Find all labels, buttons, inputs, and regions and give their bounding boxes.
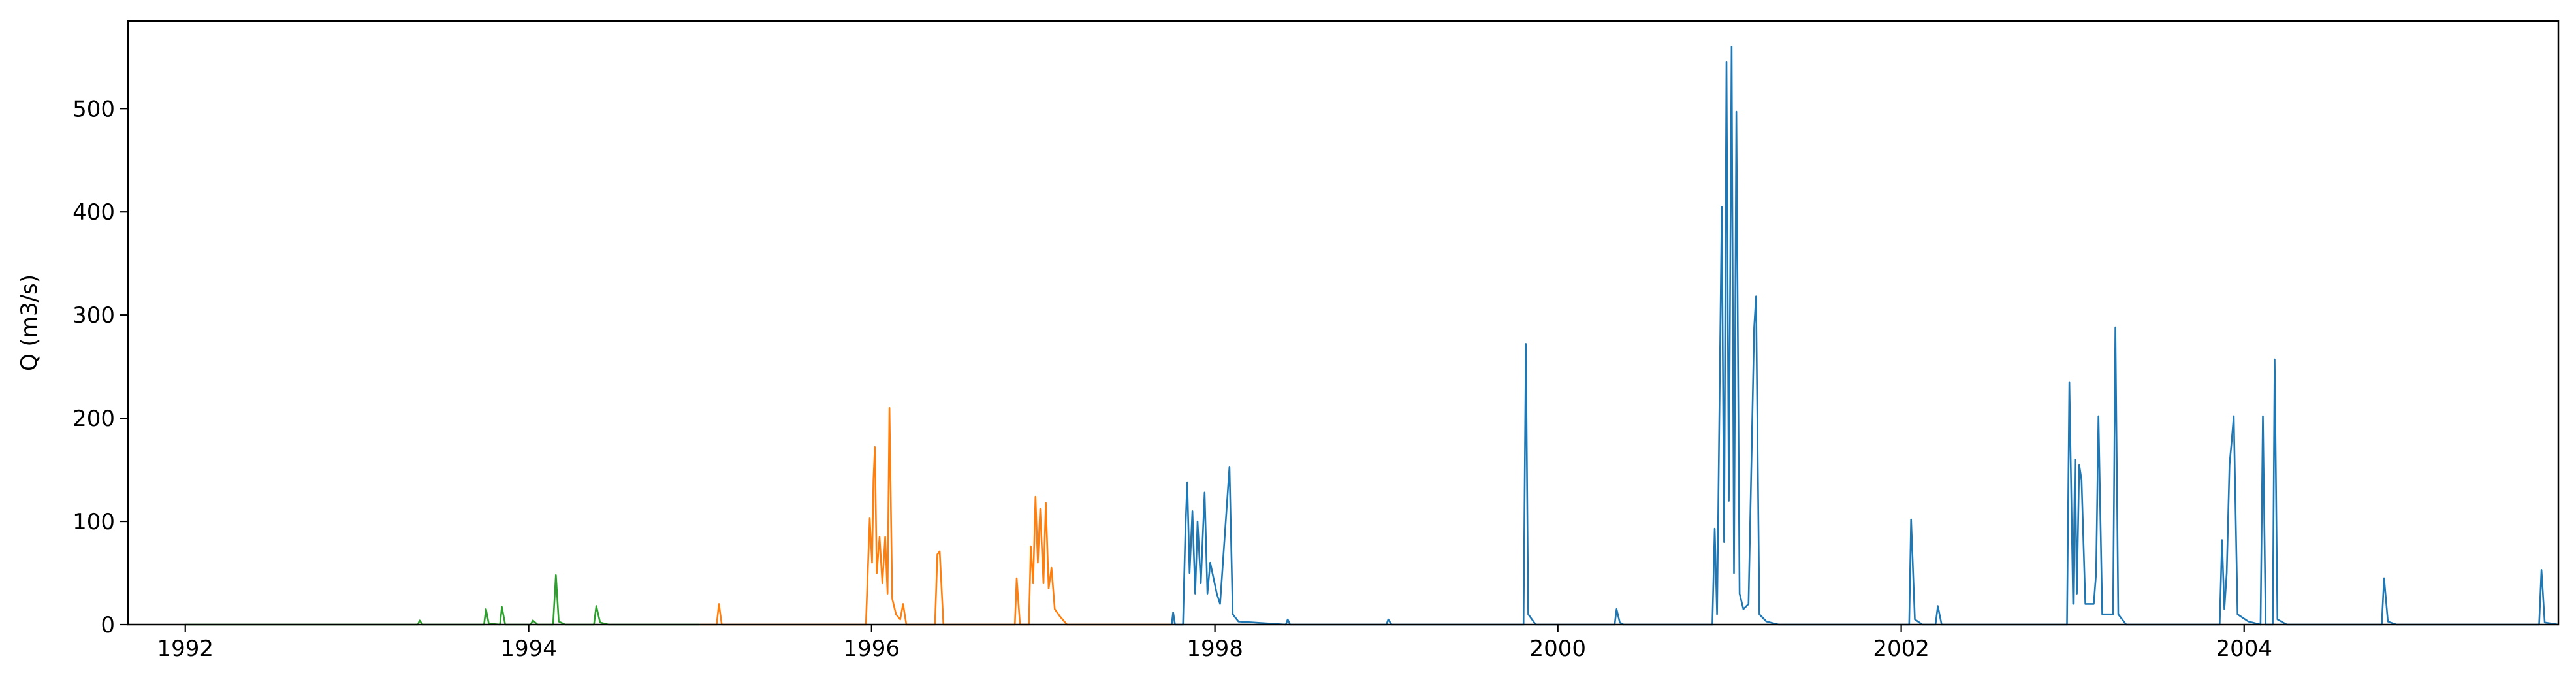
y-tick-label: 0 — [101, 612, 115, 638]
x-tick-label: 2004 — [2216, 636, 2272, 662]
x-tick-label: 2000 — [1529, 636, 1586, 662]
x-tick-label: 1996 — [843, 636, 900, 662]
x-tick-label: 1998 — [1186, 636, 1243, 662]
y-tick-label: 200 — [72, 406, 115, 432]
y-axis: 0 100 200 300 400 500 — [72, 96, 128, 638]
y-axis-label: Q (m3/s) — [16, 274, 42, 371]
y-tick-label: 500 — [72, 96, 115, 122]
x-axis: 1992 1994 1996 1998 2000 2002 2004 — [157, 625, 2272, 662]
series-line-3 — [1171, 46, 2559, 626]
x-tick-label: 1994 — [500, 636, 557, 662]
x-tick-label: 2002 — [1873, 636, 1930, 662]
plot-frame — [127, 20, 2560, 626]
y-tick-label: 300 — [72, 303, 115, 329]
y-tick-label: 100 — [72, 509, 115, 535]
x-tick-label: 1992 — [157, 636, 214, 662]
y-tick-label: 400 — [72, 199, 115, 225]
